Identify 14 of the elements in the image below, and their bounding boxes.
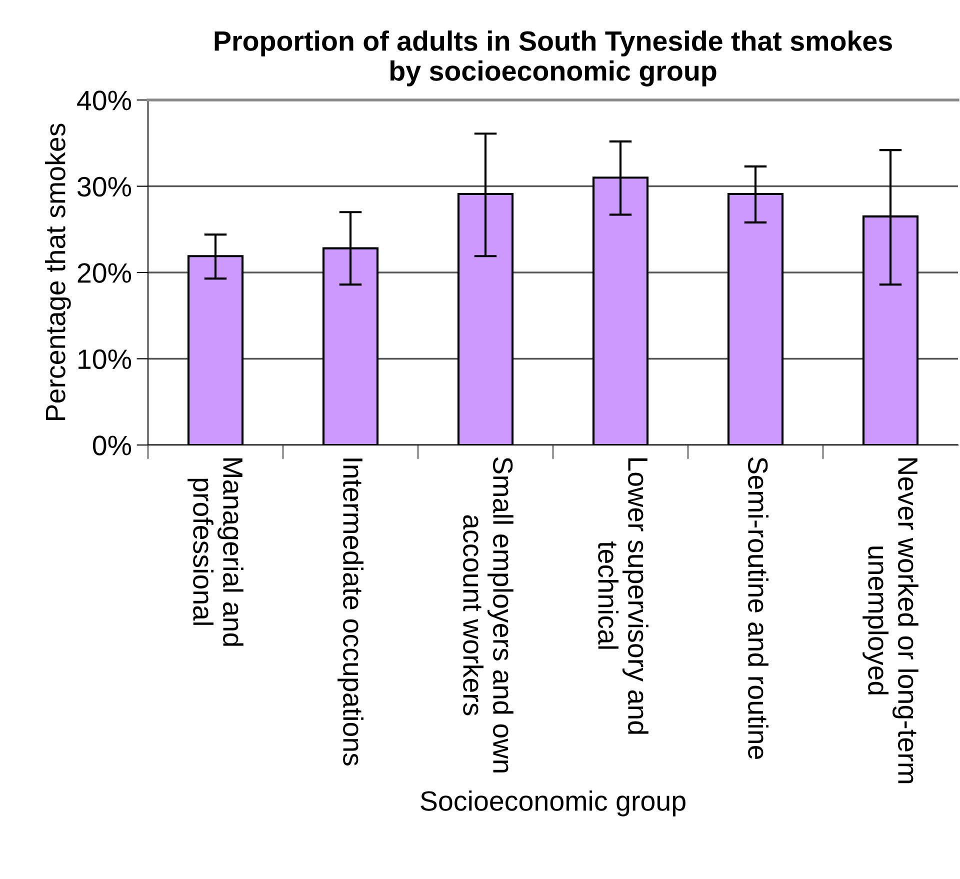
x-tick-label: Never worked or long-term unemployed (862, 458, 918, 784)
x-tick-label: Managerial and professional (188, 458, 244, 646)
x-tick-label: Semi-routine and routine (748, 457, 768, 760)
chart-title: Proportion of adults in South Tyneside that smokes by socioeconomic group (214, 30, 892, 86)
y-tick-label: 30% (77, 176, 132, 197)
x-tick-label: Intermediate occupations (338, 458, 364, 766)
y-tick-label: 20% (78, 263, 132, 283)
x-axis-title: Socioeconomic group (420, 790, 686, 816)
y-axis-title: Percentage that smokes (44, 124, 71, 420)
y-tick-label: 40% (77, 90, 132, 110)
x-tick-label: Lower supervisory and technical (598, 458, 648, 734)
y-tick-label: 0% (92, 436, 132, 456)
x-tick-label: Small employers and own account workers (463, 457, 514, 772)
y-tick-label: 10% (78, 349, 132, 370)
